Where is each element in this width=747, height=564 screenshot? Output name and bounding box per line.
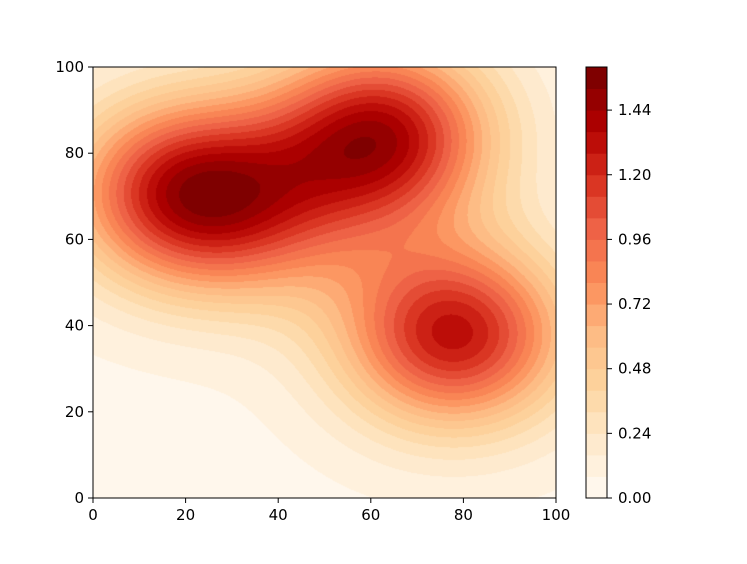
colorbar-tick-label: 0.96 [618, 230, 651, 248]
y-tick-label: 80 [65, 144, 84, 162]
colorbar-tick-label: 1.20 [618, 166, 651, 184]
y-tick-label: 100 [55, 58, 84, 76]
y-tick-label: 40 [65, 317, 84, 335]
colorbar-band [586, 132, 607, 154]
x-tick-label: 60 [361, 506, 380, 524]
colorbar-band [586, 390, 607, 412]
x-tick-label: 40 [269, 506, 288, 524]
colorbar-band [586, 153, 607, 175]
x-tick-label: 100 [542, 506, 571, 524]
plot-area [93, 67, 556, 498]
colorbar-band [586, 326, 607, 348]
colorbar-tick-label: 0.48 [618, 360, 651, 378]
colorbar-tick-label: 0.24 [618, 424, 651, 442]
colorbar-band [586, 89, 607, 111]
colorbar-band [586, 476, 607, 498]
y-tick-label: 20 [65, 403, 84, 421]
colorbar-band [586, 455, 607, 477]
colorbar-band [586, 304, 607, 326]
colorbar-band [586, 239, 607, 261]
x-tick-label: 80 [454, 506, 473, 524]
colorbar-tick-label: 1.44 [618, 101, 651, 119]
x-tick-label: 0 [88, 506, 98, 524]
colorbar-band [586, 67, 607, 89]
colorbar-tick-label: 0.72 [618, 295, 651, 313]
colorbar-band [586, 412, 607, 434]
colorbar-band [586, 347, 607, 369]
colorbar-band [586, 196, 607, 218]
y-tick-label: 60 [65, 230, 84, 248]
colorbar-band [586, 261, 607, 283]
colorbar: 0.00 0.24 0.48 0.72 0.96 1.20 1.44 [586, 67, 651, 507]
colorbar-band [586, 175, 607, 197]
colorbar-band [586, 433, 607, 455]
colorbar-band [586, 369, 607, 391]
x-tick-label: 20 [176, 506, 195, 524]
colorbar-band [586, 283, 607, 305]
y-tick-label: 0 [74, 489, 84, 507]
colorbar-band [586, 218, 607, 240]
colorbar-tick-label: 0.00 [618, 489, 651, 507]
contour-fill [93, 67, 556, 498]
colorbar-band [586, 110, 607, 132]
